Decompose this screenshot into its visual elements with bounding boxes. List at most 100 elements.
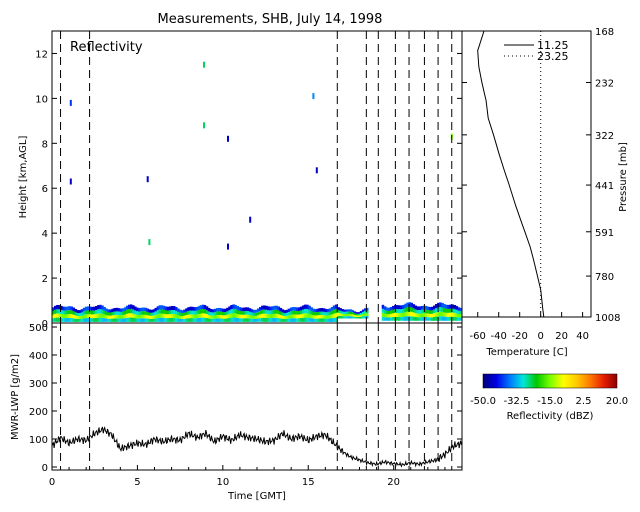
cloud-cell [400, 305, 403, 310]
cloud-cell [93, 310, 96, 315]
cloud-cell [435, 316, 438, 321]
cloud-cell [162, 309, 166, 314]
cloud-cell [306, 313, 309, 318]
cloud-cell [93, 314, 96, 319]
cloud-cell [146, 311, 149, 316]
cloud-cell [220, 311, 223, 315]
cloud-cell [56, 313, 59, 318]
cloud-cell [359, 313, 363, 315]
cloud-cell [86, 306, 90, 311]
cloud-cell [220, 318, 223, 322]
lwp-dashed-lines [60, 323, 453, 470]
cloud-cell [222, 315, 225, 319]
reflectivity-speck [227, 135, 229, 142]
cloud-cell [449, 308, 452, 313]
cloud-cell [443, 316, 446, 321]
cloud-cell [330, 314, 334, 319]
cloud-cell [144, 311, 147, 315]
cloud-cell [385, 317, 389, 321]
cloud-cell [439, 311, 442, 317]
cloud-cell [76, 315, 80, 319]
reflectivity-speck [69, 178, 72, 185]
cloud-cell [387, 310, 391, 315]
cloud-cell [433, 309, 436, 314]
cloud-cell [293, 318, 297, 322]
cloud-cell [451, 304, 454, 309]
cloud-cell [62, 314, 65, 318]
cloud-cell [242, 311, 246, 315]
cloud-cell [226, 314, 229, 319]
cloud-cell [88, 310, 92, 315]
cloud-cell [189, 318, 192, 322]
cloud-cell [201, 313, 205, 318]
cloud-cell [308, 317, 311, 322]
cloud-cell [211, 312, 215, 316]
cloud-cell [357, 315, 361, 317]
colorbar-tick-label: -32.5 [504, 396, 530, 407]
cloud-cell [310, 307, 313, 311]
cloud-cell [76, 310, 80, 313]
cloud-cell [80, 309, 84, 313]
cloud-cell [248, 318, 252, 322]
cloud-cell [312, 311, 315, 316]
cloud-cell [283, 313, 287, 316]
cloud-cell [310, 310, 313, 315]
cloud-cell [341, 311, 344, 314]
cloud-cell [129, 308, 133, 314]
legend-label-23-25: 23.25 [537, 50, 569, 63]
figure-title: Measurements, SHB, July 14, 1998 [158, 12, 383, 27]
lwp-panel: 0 100 200 300 400 500 0 5 10 15 20 MWR-LWP [g/m2]… [10, 322, 463, 502]
cloud-cell [236, 314, 239, 318]
cloud-cell [359, 311, 363, 313]
cloud-cell [439, 302, 442, 307]
cloud-cell [119, 318, 123, 322]
cloud-cell [111, 312, 114, 316]
cloud-cell [441, 311, 444, 317]
cloud-cell [119, 315, 123, 319]
cloud-cell [366, 310, 369, 314]
temperature-tick-label: 0 [537, 331, 543, 342]
cloud-cell [387, 314, 391, 318]
cloud-cell [146, 315, 149, 319]
cloud-cell [366, 307, 369, 311]
cloud-cell [142, 311, 145, 315]
refl-y-tick-label: 0 [42, 319, 48, 330]
cloud-cell [316, 308, 319, 312]
cloud-cell [402, 304, 405, 309]
cloud-cell [271, 314, 274, 318]
cloud-cell [56, 305, 59, 310]
cloud-cell [271, 306, 274, 311]
cloud-cell [211, 309, 215, 313]
cloud-cell [197, 318, 201, 322]
cloud-cell [396, 309, 399, 313]
cloud-cell [177, 311, 180, 316]
cloud-cell [400, 316, 403, 321]
cloud-cell [298, 307, 301, 311]
cloud-cell [175, 318, 178, 322]
cloud-cell [402, 308, 405, 313]
cloud-cell [213, 318, 217, 322]
cloud-cell [216, 311, 219, 315]
cloud-cell [437, 311, 440, 317]
cloud-cell [144, 307, 147, 312]
cloud-cell [291, 307, 295, 311]
cloud-cell [58, 309, 61, 314]
cloud-cell [205, 306, 209, 311]
cloud-cell [455, 309, 459, 314]
cloud-cell [91, 306, 94, 311]
cloud-cell [439, 307, 442, 312]
cloud-cell [136, 311, 139, 315]
cloud-cell [414, 313, 418, 317]
cloud-cell [269, 314, 272, 318]
cloud-cell [410, 307, 413, 312]
cloud-cell [56, 309, 59, 314]
cloud-cell [447, 308, 450, 313]
lwp-x-tick-label: 5 [134, 477, 140, 488]
cloud-cell [351, 316, 355, 319]
cloud-cell [324, 318, 328, 322]
cloud-cell [103, 318, 106, 322]
colorbar-tick-label: -50.0 [470, 396, 496, 407]
cloud-cell [287, 308, 291, 312]
cloud-cell [113, 315, 116, 319]
cloud-cell [420, 317, 424, 321]
